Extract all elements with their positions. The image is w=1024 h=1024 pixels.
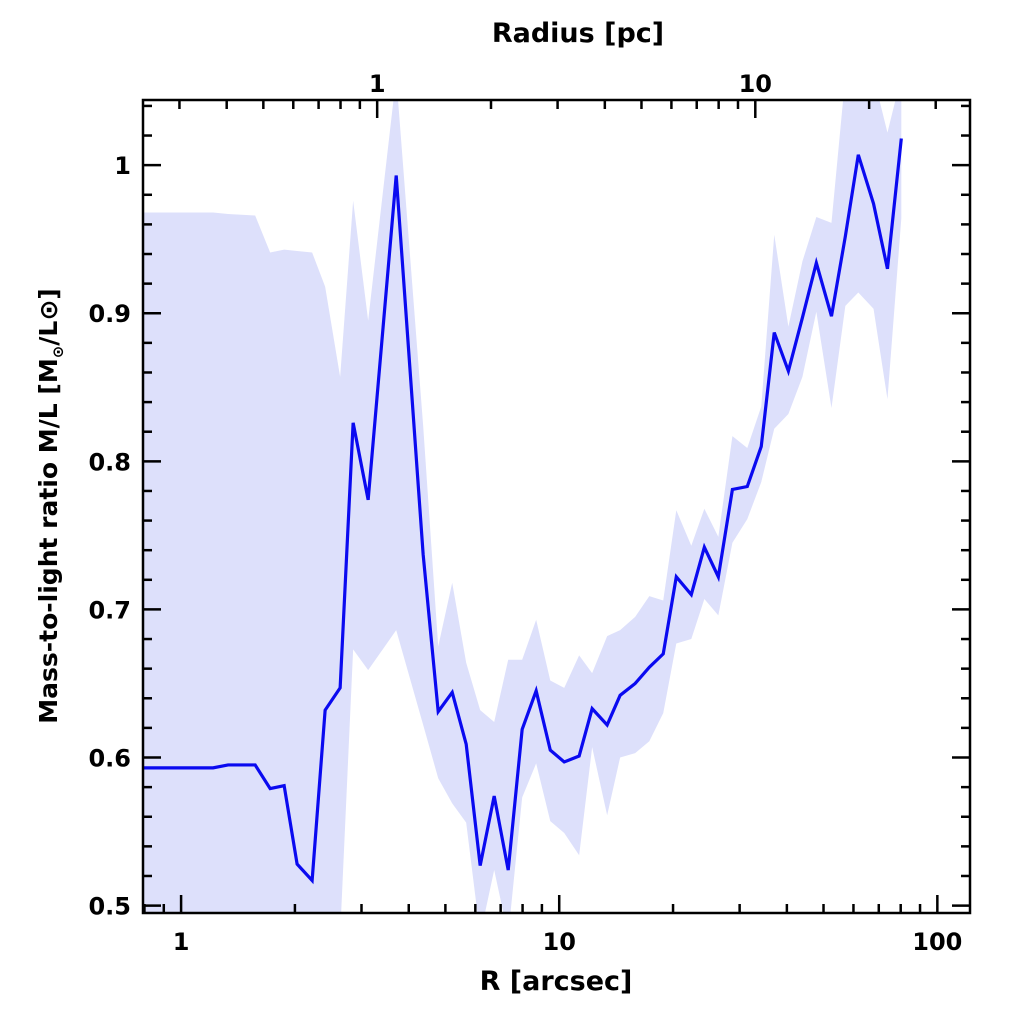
y-label-sun-subscript: ⊙ — [49, 346, 67, 359]
y-axis-label: Mass-to-light ratio M/L [M⊙/L⊙] — [34, 288, 67, 723]
x-axis-label: R [arcsec] — [480, 966, 633, 997]
x-tick-label: 10 — [543, 928, 576, 956]
y-tick-label: 0.7 — [88, 596, 131, 624]
x-tick-label: 100 — [912, 928, 962, 956]
y-label-main: Mass-to-light ratio M/L [M — [34, 358, 63, 723]
tick-labels: 1 10 100 1 10 0.5 0.6 0.7 0.8 0.9 1 — [88, 70, 962, 956]
series-line-layer — [143, 138, 903, 885]
top-x-tick-label: 1 — [369, 70, 386, 98]
plot-frame — [141, 98, 972, 915]
top-x-tick-label: 10 — [739, 70, 772, 98]
y-tick-label: 0.6 — [88, 745, 131, 773]
uncertainty-band — [143, 100, 902, 913]
x-tick-label: 1 — [173, 928, 190, 956]
y-tick-label: 1 — [114, 152, 131, 180]
axis-ticks — [143, 100, 970, 913]
y-tick-label: 0.5 — [88, 893, 131, 921]
y-tick-label: 0.9 — [88, 300, 131, 328]
uncertainty-band-layer — [143, 100, 902, 913]
y-tick-label: 0.8 — [88, 448, 131, 476]
y-label-end: /L⊙] — [34, 288, 63, 345]
top-x-axis-label: Radius [pc] — [492, 18, 664, 49]
